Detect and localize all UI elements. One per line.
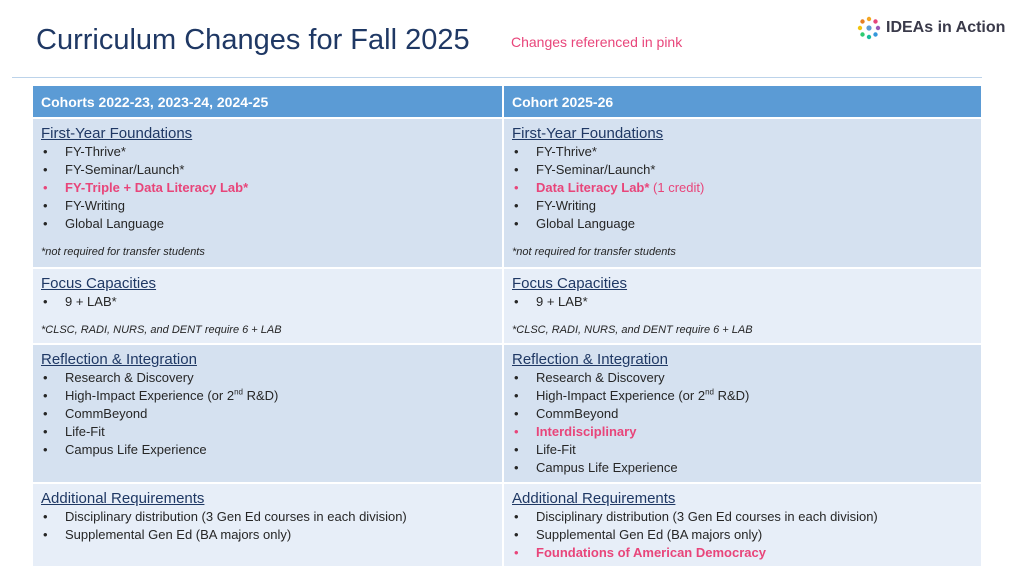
list-item: • High-Impact Experience (or 2nd R&D) [514, 387, 750, 403]
curriculum-table: Cohorts 2022-23, 2023-24, 2024-25 Cohort… [33, 86, 983, 568]
list-item: • Disciplinary distribution (3 Gen Ed cou… [514, 509, 878, 524]
logo-text: IDEAs in Action [886, 19, 1006, 36]
left-fc-cell: Focus Capacities • 9 + LAB* *CLSC, RADI, … [33, 268, 504, 345]
bullet-list: • Disciplinary distribution (3 Gen Ed cou… [41, 508, 494, 544]
table-row: Focus Capacities • 9 + LAB* *CLSC, RADI, … [33, 268, 983, 345]
right-fy-cell: First-Year Foundations • FY-Thrive* • FY-S… [503, 118, 983, 269]
bullet-list: • FY-Thrive* • FY-Seminar/Launch* • FY-Trip… [41, 143, 494, 233]
section-title: Reflection & Integration [512, 351, 668, 368]
header-divider [12, 77, 982, 78]
list-item: • Disciplinary distribution (3 Gen Ed cou… [43, 509, 407, 524]
list-item: • Global Language [43, 216, 165, 231]
changes-note: Changes referenced in pink [511, 34, 683, 50]
ideas-in-action-logo: IDEAs in Action [857, 16, 1005, 40]
left-ar-cell: Additional Requirements • Disciplinary di… [33, 483, 504, 568]
list-item: • 9 + LAB* [43, 294, 117, 309]
list-item: • Life-Fit [43, 424, 105, 439]
list-item: • Supplemental Gen Ed (BA majors only) [43, 527, 292, 542]
list-item: • CommBeyond [514, 406, 619, 421]
list-item: • 9 + LAB* [514, 294, 588, 309]
list-item: • Research & Discovery [43, 370, 194, 385]
footnote: *not required for transfer students [512, 246, 676, 258]
list-item: • FY-Seminar/Launch* [43, 162, 185, 177]
list-item: • FY-Thrive* [514, 144, 597, 159]
list-item-changed: • Data Literacy Lab* (1 credit) [514, 180, 705, 195]
table-row: First-Year Foundations • FY-Thrive* • FY-S… [33, 118, 983, 269]
bullet-list: • FY-Thrive* • FY-Seminar/Launch* • Data Li… [512, 143, 973, 233]
list-item: • CommBeyond [43, 406, 148, 421]
logo-dots-icon [857, 16, 881, 40]
section-title: Additional Requirements [512, 490, 676, 507]
bullet-list: • Research & Discovery • High-Impact Exper… [512, 369, 973, 477]
bullet-list: • Disciplinary distribution (3 Gen Ed cou… [512, 508, 973, 562]
table-header-row: Cohorts 2022-23, 2023-24, 2024-25 Cohort… [33, 86, 983, 119]
list-item: • Supplemental Gen Ed (BA majors only) [514, 527, 763, 542]
footnote: *CLSC, RADI, NURS, and DENT require 6 + … [512, 324, 753, 336]
list-item: • Campus Life Experience [514, 460, 678, 475]
footnote: *not required for transfer students [41, 246, 205, 258]
list-item: • FY-Seminar/Launch* [514, 162, 656, 177]
list-item: • Life-Fit [514, 442, 576, 457]
right-ri-cell: Reflection & Integration • Research & Dis… [503, 344, 983, 484]
section-title: First-Year Foundations [512, 125, 664, 142]
list-item: • Research & Discovery [514, 370, 665, 385]
list-item: • Global Language [514, 216, 636, 231]
list-item: • FY-Thrive* [43, 144, 126, 159]
section-title: Additional Requirements [41, 490, 205, 507]
right-fc-cell: Focus Capacities • 9 + LAB* *CLSC, RADI, … [503, 268, 983, 345]
bullet-list: • 9 + LAB* [41, 293, 494, 311]
section-title: Reflection & Integration [41, 351, 197, 368]
bullet-list: • 9 + LAB* [512, 293, 973, 311]
header-left: Cohorts 2022-23, 2023-24, 2024-25 [33, 86, 504, 119]
table-row: Additional Requirements • Disciplinary di… [33, 483, 983, 568]
left-fy-cell: First-Year Foundations • FY-Thrive* • FY-S… [33, 118, 504, 269]
section-title: First-Year Foundations [41, 125, 193, 142]
right-ar-cell: Additional Requirements • Disciplinary di… [503, 483, 983, 568]
section-title: Focus Capacities [512, 275, 628, 292]
list-item: • Campus Life Experience [43, 442, 207, 457]
footnote: *CLSC, RADI, NURS, and DENT require 6 + … [41, 324, 282, 336]
bullet-list: • Research & Discovery • High-Impact Exper… [41, 369, 494, 459]
section-title: Focus Capacities [41, 275, 157, 292]
header-right: Cohort 2025-26 [503, 86, 983, 119]
list-item-changed: • FY-Triple + Data Literacy Lab* [43, 180, 249, 195]
table-row: Reflection & Integration • Research & Dis… [33, 344, 983, 484]
list-item: • High-Impact Experience (or 2nd R&D) [43, 387, 279, 403]
list-item-changed: • Foundations of American Democracy [514, 545, 766, 560]
list-item-changed: • Interdisciplinary [514, 424, 637, 439]
list-item: • FY-Writing [514, 198, 596, 213]
list-item: • FY-Writing [43, 198, 125, 213]
left-ri-cell: Reflection & Integration • Research & Dis… [33, 344, 504, 484]
page-title: Curriculum Changes for Fall 2025 [36, 24, 470, 56]
